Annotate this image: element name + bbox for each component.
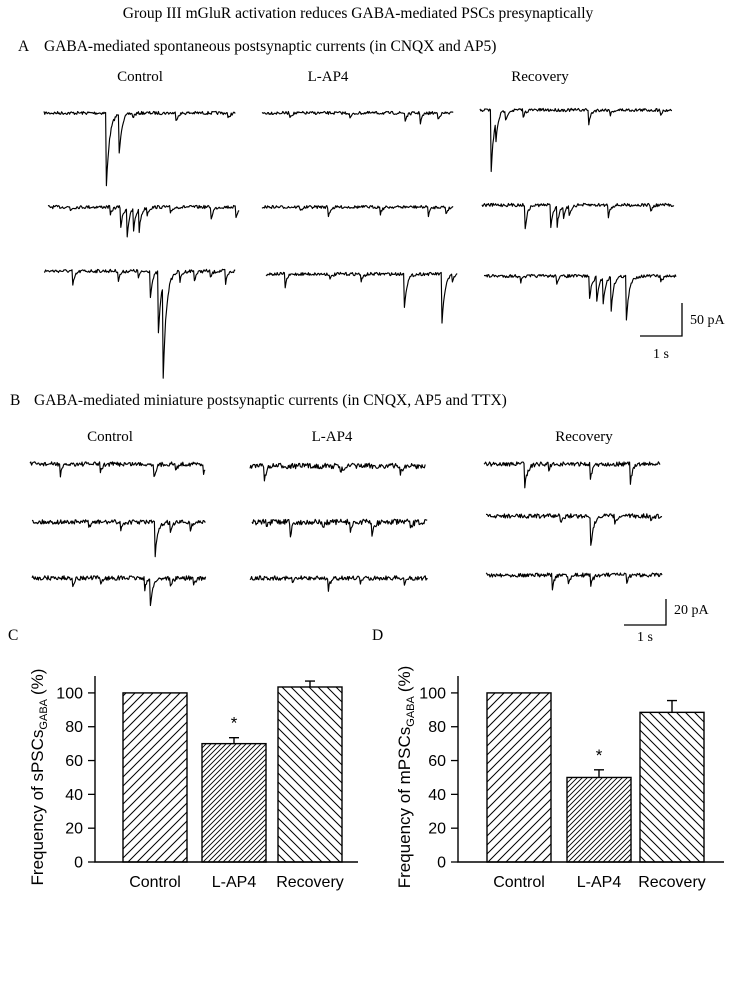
trace-b-control-1	[29, 461, 206, 478]
chart-c-ylabel-text: Frequency of sPSCs	[28, 730, 47, 886]
chart-c-ylabel-unit: (%)	[28, 669, 47, 695]
chart-c-bar-l-ap4	[201, 742, 267, 863]
chart-d-mpscs: 0 20 40 60 80 100 Control * L-AP4 Recovery Frequen…	[395, 666, 724, 891]
chart-c-bar-control	[122, 692, 188, 863]
chart-d-errorbar-l-ap4	[594, 769, 604, 778]
chart-d-xlabel-control: Control	[493, 874, 545, 891]
trace-b-lap4-1	[249, 462, 426, 482]
chart-d-xlabel-l-ap4: L-AP4	[577, 874, 622, 891]
chart-d-bar-recovery	[639, 711, 705, 863]
trace-b-control-2	[31, 519, 206, 558]
chart-c-ytick-label-20: 20	[65, 821, 83, 838]
chart-c-errorbar-recovery	[305, 680, 315, 687]
panel-a-label-recovery: Recovery	[511, 69, 569, 85]
panel-b-label-control: Control	[87, 429, 133, 445]
trace-a-recovery-2	[481, 202, 675, 230]
chart-d-ytick-label-20: 20	[428, 821, 446, 838]
panel-a-scale-bar: 50 pA 1 s	[640, 303, 726, 362]
chart-d-ytick-label-60: 60	[428, 753, 446, 770]
panel-c-letter: C	[8, 627, 18, 644]
panel-b-traces	[29, 461, 663, 607]
chart-d-ytick-label-100: 100	[419, 685, 446, 702]
chart-c-errorbar-l-ap4	[229, 737, 239, 744]
chart-c-spscs: 0 20 40 60 80 100 Control * L-AP4 Recovery Frequen…	[28, 669, 358, 891]
panel-b-scale-current: 20 pA	[674, 603, 710, 618]
chart-d-ylabel-text: Frequency of mPSCs	[395, 727, 414, 889]
panel-a-title: GABA-mediated spontaneous postsynaptic c…	[44, 38, 496, 55]
panel-a-label-control: Control	[117, 69, 163, 85]
panel-b-label-lap4: L-AP4	[312, 429, 353, 445]
panel-a-scale-time: 1 s	[653, 347, 669, 362]
chart-c-significance-l-ap4: *	[231, 714, 238, 733]
chart-c-ytick-label-40: 40	[65, 787, 83, 804]
chart-d-bar-control	[486, 692, 552, 863]
trace-b-recovery-3	[485, 572, 663, 591]
trace-b-control-3	[31, 575, 207, 607]
chart-d-ytick-label-40: 40	[428, 787, 446, 804]
panel-a-scale-current: 50 pA	[690, 313, 726, 328]
panel-a-letter: A	[18, 38, 30, 55]
trace-a-control-3	[43, 268, 236, 379]
trace-b-lap4-3	[249, 575, 428, 592]
chart-d-ytick-label-0: 0	[437, 855, 446, 872]
chart-d-ylabel-subscript: GABA	[405, 696, 417, 727]
trace-a-control-2	[47, 204, 240, 238]
panel-b-scale-bar: 20 pA 1 s	[624, 599, 710, 645]
trace-a-recovery-3	[483, 273, 677, 321]
panel-b-letter: B	[10, 392, 20, 409]
chart-c-ytick-label-100: 100	[56, 685, 83, 702]
trace-a-lap4-3	[265, 271, 458, 324]
trace-b-lap4-2	[251, 518, 428, 538]
figure-title: Group III mGluR activation reduces GABA-…	[123, 5, 594, 22]
chart-c-bar-recovery	[277, 686, 343, 863]
trace-a-control-1	[43, 110, 236, 187]
panel-d-letter: D	[372, 627, 383, 644]
chart-d-ylabel: Frequency of mPSCsGABA (%)	[395, 666, 417, 889]
chart-d-ylabel-unit: (%)	[395, 666, 414, 692]
trace-a-lap4-2	[261, 204, 454, 218]
chart-d-errorbar-recovery	[667, 699, 677, 713]
chart-d-xlabel-recovery: Recovery	[638, 874, 706, 891]
trace-a-lap4-1	[261, 110, 454, 125]
panel-b-scale-time: 1 s	[637, 630, 653, 645]
panel-a-label-lap4: L-AP4	[308, 69, 349, 85]
chart-c-xlabel-recovery: Recovery	[276, 874, 344, 891]
chart-c-ytick-label-80: 80	[65, 719, 83, 736]
chart-d-ytick-label-80: 80	[428, 719, 446, 736]
chart-c-ylabel: Frequency of sPSCsGABA (%)	[28, 669, 50, 886]
chart-c-ylabel-subscript: GABA	[38, 698, 50, 729]
chart-c-xlabel-control: Control	[129, 874, 181, 891]
panel-a-traces	[43, 107, 677, 379]
panel-b-title: GABA-mediated miniature postsynaptic cur…	[34, 392, 507, 409]
chart-c-ytick-label-60: 60	[65, 753, 83, 770]
chart-c-ytick-label-0: 0	[74, 855, 83, 872]
chart-c-xlabel-l-ap4: L-AP4	[212, 874, 257, 891]
trace-a-recovery-1	[479, 107, 673, 173]
panel-b-label-recovery: Recovery	[555, 429, 613, 445]
chart-d-bar-l-ap4	[566, 776, 632, 863]
trace-b-recovery-2	[485, 513, 663, 546]
chart-d-significance-l-ap4: *	[596, 746, 603, 765]
trace-b-recovery-1	[483, 461, 661, 489]
